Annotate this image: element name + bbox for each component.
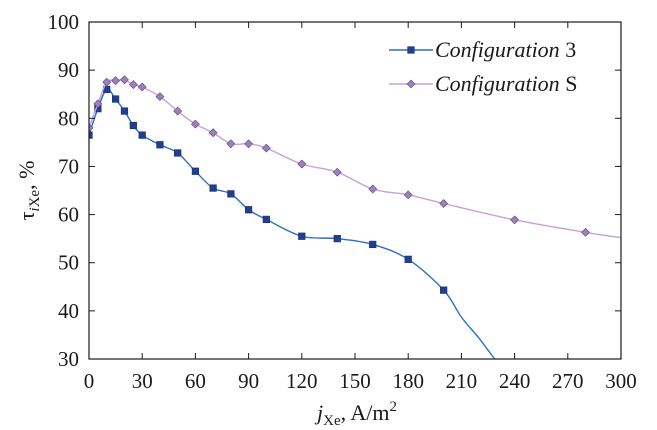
point-config-s xyxy=(226,139,236,149)
x-tick-label: 240 xyxy=(499,369,531,393)
point-config-3 xyxy=(262,215,270,223)
y-tick-label: 80 xyxy=(58,106,79,130)
point-config-s xyxy=(111,76,121,86)
point-config-s xyxy=(332,167,342,177)
x-tick-label: 30 xyxy=(132,369,153,393)
point-config-s xyxy=(439,199,449,208)
y-tick-label: 30 xyxy=(58,347,79,371)
point-config-s xyxy=(137,82,147,92)
series-line-config-s xyxy=(89,78,621,239)
point-config-3 xyxy=(209,184,217,192)
legend-label-config-s: Configuration S xyxy=(435,71,577,96)
point-config-s xyxy=(155,92,165,102)
x-tick-label: 210 xyxy=(446,369,478,393)
point-config-3 xyxy=(333,235,341,243)
point-config-s xyxy=(173,106,183,116)
point-config-s xyxy=(261,143,271,153)
series-group xyxy=(89,75,621,359)
point-config-3 xyxy=(138,131,146,139)
y-tick-label: 100 xyxy=(48,10,80,34)
point-config-3 xyxy=(174,149,182,157)
point-config-s xyxy=(297,159,307,169)
x-tick-label: 0 xyxy=(84,369,95,393)
legend: Configuration 3 Configuration S xyxy=(389,37,577,96)
point-config-s xyxy=(510,215,520,225)
point-config-3 xyxy=(120,107,129,115)
point-config-3 xyxy=(129,121,137,130)
point-config-s xyxy=(89,123,94,133)
y-axis-label: τiXe, % xyxy=(14,161,43,221)
axes: 0 30 60 90 120 150 180 210 240 270 300304050607080… xyxy=(14,10,637,429)
point-config-3 xyxy=(89,131,93,139)
point-config-s xyxy=(128,80,138,90)
point-config-s xyxy=(120,75,129,85)
point-config-s xyxy=(102,77,112,87)
x-tick-label: 120 xyxy=(286,369,318,393)
y-tick-label: 40 xyxy=(58,299,79,323)
y-tick-label: 70 xyxy=(58,154,79,178)
point-config-3 xyxy=(369,240,377,249)
x-tick-label: 300 xyxy=(605,369,637,393)
point-config-3 xyxy=(227,190,235,198)
point-config-s xyxy=(403,190,413,200)
x-axis-label: jXe, A/m2 xyxy=(314,399,397,429)
legend-marker-config-s xyxy=(406,79,416,89)
point-config-3 xyxy=(404,255,412,263)
legend-marker-config-3 xyxy=(407,46,415,54)
point-config-3 xyxy=(440,286,448,294)
point-config-3 xyxy=(298,232,306,240)
point-config-3 xyxy=(156,141,164,149)
point-config-s xyxy=(581,227,590,237)
point-config-3 xyxy=(245,206,253,214)
point-config-s xyxy=(368,184,378,194)
point-config-s xyxy=(190,119,200,129)
point-config-s xyxy=(208,128,218,138)
plot-area xyxy=(89,75,621,359)
point-config-s xyxy=(93,99,103,109)
legend-label-config-3: Configuration 3 xyxy=(435,37,576,62)
x-tick-label: 270 xyxy=(552,369,584,393)
x-tick-label: 90 xyxy=(238,369,259,393)
point-config-3 xyxy=(191,167,200,175)
y-tick-label: 90 xyxy=(58,58,79,82)
x-tick-label: 150 xyxy=(339,369,371,393)
y-tick-label: 60 xyxy=(58,203,79,227)
x-tick-label: 180 xyxy=(392,369,424,393)
point-config-3 xyxy=(112,95,120,103)
point-config-s xyxy=(244,139,254,149)
y-tick-label: 50 xyxy=(58,251,79,275)
x-tick-label: 60 xyxy=(185,369,206,393)
